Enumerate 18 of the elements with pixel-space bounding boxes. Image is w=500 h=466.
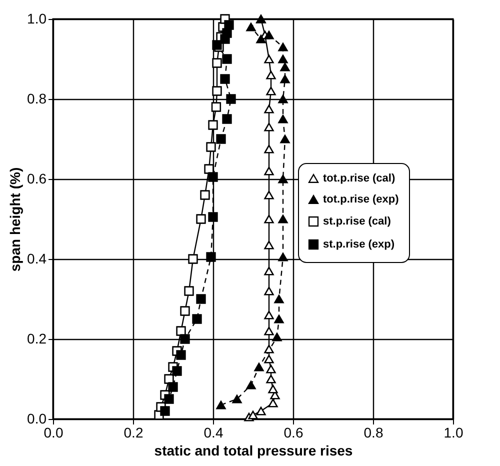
x-tick-label: 1.0 (444, 424, 464, 440)
legend-label: tot.p.rise (exp) (323, 194, 400, 206)
legend-label: st.p.rise (cal) (323, 216, 392, 228)
y-tick-label: 1.0 (27, 10, 47, 26)
y-tick-label: 0.2 (27, 330, 47, 346)
x-tick-label: 0.8 (364, 424, 384, 440)
y-axis-title: span height (%) (7, 167, 24, 272)
x-tick-label: 0.4 (204, 424, 224, 440)
y-tick-label: 0.4 (27, 250, 47, 266)
y-tick-label: 0.8 (27, 90, 47, 106)
y-tick-label: 0.0 (27, 410, 47, 426)
x-tick-label: 0.0 (44, 424, 64, 440)
y-tick-label: 0.6 (27, 170, 47, 186)
x-tick-label: 0.2 (124, 424, 144, 440)
legend-label: tot.p.rise (cal) (323, 172, 396, 184)
x-axis-title: static and total pressure rises (154, 442, 353, 458)
legend-label: st.p.rise (exp) (323, 238, 395, 250)
x-tick-label: 0.6 (284, 424, 304, 440)
